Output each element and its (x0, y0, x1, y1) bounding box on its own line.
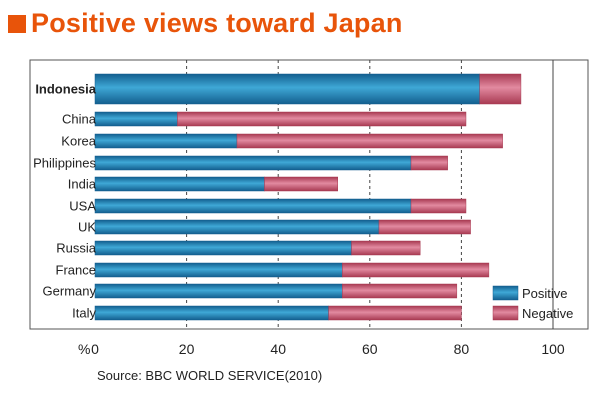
chart-title: Positive views toward Japan (31, 7, 403, 38)
category-label-italy: Italy (72, 306, 96, 321)
category-label-india: India (68, 177, 97, 192)
bar-negative-china (177, 111, 467, 127)
legend-label-negative: Negative (522, 306, 573, 321)
x-tick-label-20: 20 (179, 341, 195, 357)
category-label-germany: Germany (43, 284, 97, 299)
bar-positive-germany (94, 283, 343, 299)
bar-negative-indonesia (479, 73, 522, 105)
plot-frame (29, 59, 589, 330)
category-label-china: China (62, 112, 97, 127)
bar-negative-india (264, 176, 338, 192)
category-label-indonesia: Indonesia (35, 82, 96, 97)
bar-negative-uk (378, 219, 471, 235)
category-label-philippines: Philippines (33, 156, 96, 171)
x-tick-label-0: 0 (91, 341, 99, 357)
x-tick-label-60: 60 (362, 341, 378, 357)
bar-positive-france (94, 262, 343, 278)
legend-swatch-negative (492, 305, 519, 321)
bar-positive-india (94, 176, 265, 192)
x-axis-unit-label: % (78, 341, 90, 357)
bar-negative-italy (328, 305, 462, 321)
category-label-russia: Russia (56, 241, 97, 256)
bar-negative-germany (342, 283, 458, 299)
bar-positive-italy (94, 305, 329, 321)
title-block: Positive views toward Japan (8, 6, 403, 40)
bar-negative-philippines (410, 155, 448, 171)
category-label-france: France (56, 263, 96, 278)
bar-positive-indonesia (94, 73, 480, 105)
bar-negative-korea (236, 133, 503, 149)
bar-negative-usa (410, 198, 467, 214)
title-square-marker (8, 15, 26, 33)
category-label-uk: UK (78, 220, 96, 235)
x-tick-label-100: 100 (541, 341, 565, 357)
bar-negative-france (342, 262, 490, 278)
bar-positive-philippines (94, 155, 412, 171)
x-tick-label-40: 40 (270, 341, 286, 357)
category-label-korea: Korea (61, 134, 96, 149)
bar-positive-usa (94, 198, 412, 214)
bar-positive-uk (94, 219, 380, 235)
bar-positive-korea (94, 133, 238, 149)
bar-positive-russia (94, 240, 352, 256)
bar-positive-china (94, 111, 178, 127)
source-note: Source: BBC WORLD SERVICE(2010) (97, 368, 323, 383)
legend-label-positive: Positive (522, 286, 568, 301)
category-label-usa: USA (69, 199, 96, 214)
bar-negative-russia (351, 240, 421, 256)
legend-swatch-positive (492, 285, 519, 301)
x-tick-label-80: 80 (454, 341, 470, 357)
